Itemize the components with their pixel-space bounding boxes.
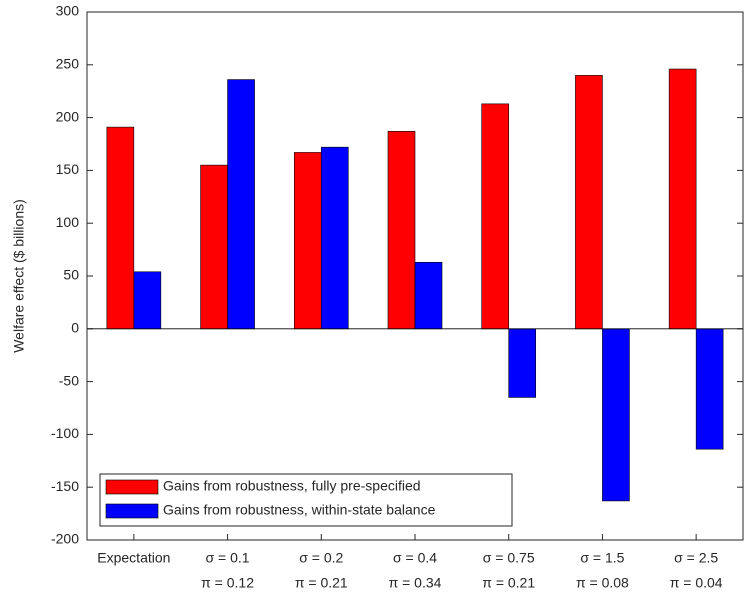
legend-swatch xyxy=(105,503,159,519)
x-tick-label: σ = 0.2 xyxy=(299,550,343,566)
bar xyxy=(133,271,162,330)
bar xyxy=(481,103,510,330)
y-tick-label: 0 xyxy=(71,320,79,336)
x-tick-label: σ = 1.5 xyxy=(580,550,624,566)
y-tick-label: 100 xyxy=(56,214,80,230)
y-tick-label: -200 xyxy=(51,531,79,547)
legend-swatch xyxy=(105,479,159,495)
y-axis-label: Welfare effect ($ billions) xyxy=(11,199,27,353)
legend-box xyxy=(99,473,513,527)
legend-label: Gains from robustness, within-state bala… xyxy=(163,502,436,518)
legend-label: Gains from robustness, fully pre-specifi… xyxy=(163,478,421,494)
x-tick-label: Expectation xyxy=(97,550,170,566)
y-tick-label: 300 xyxy=(56,3,80,19)
x-tick-label: σ = 2.5 xyxy=(674,550,718,566)
y-tick-label: 150 xyxy=(56,161,80,177)
bar xyxy=(106,126,135,330)
x-tick-label: σ = 0.75 xyxy=(483,550,535,566)
bar xyxy=(320,146,349,330)
x-tick-sublabel: π = 0.12 xyxy=(201,575,254,591)
x-tick-sublabel: π = 0.04 xyxy=(670,575,723,591)
y-tick-label: 200 xyxy=(56,108,80,124)
bar xyxy=(508,328,537,398)
y-tick-label: -100 xyxy=(51,425,79,441)
bar xyxy=(668,68,697,330)
bar xyxy=(602,328,630,502)
y-tick-label: -150 xyxy=(51,478,79,494)
bar xyxy=(575,75,603,330)
plot-frame xyxy=(86,11,744,541)
y-tick-label: -50 xyxy=(59,372,79,388)
x-tick-sublabel: π = 0.34 xyxy=(389,575,442,591)
bar xyxy=(695,328,724,450)
x-tick-label: σ = 0.1 xyxy=(206,550,250,566)
bar xyxy=(293,152,322,330)
y-tick-label: 250 xyxy=(56,56,80,72)
y-tick-label: 50 xyxy=(63,267,79,283)
x-tick-sublabel: π = 0.08 xyxy=(576,575,629,591)
x-tick-sublabel: π = 0.21 xyxy=(295,575,348,591)
x-tick-label: σ = 0.4 xyxy=(393,550,437,566)
bar xyxy=(200,164,228,330)
bar xyxy=(414,261,443,330)
bar xyxy=(227,79,255,330)
x-tick-sublabel: π = 0.21 xyxy=(482,575,535,591)
bar xyxy=(387,131,416,330)
